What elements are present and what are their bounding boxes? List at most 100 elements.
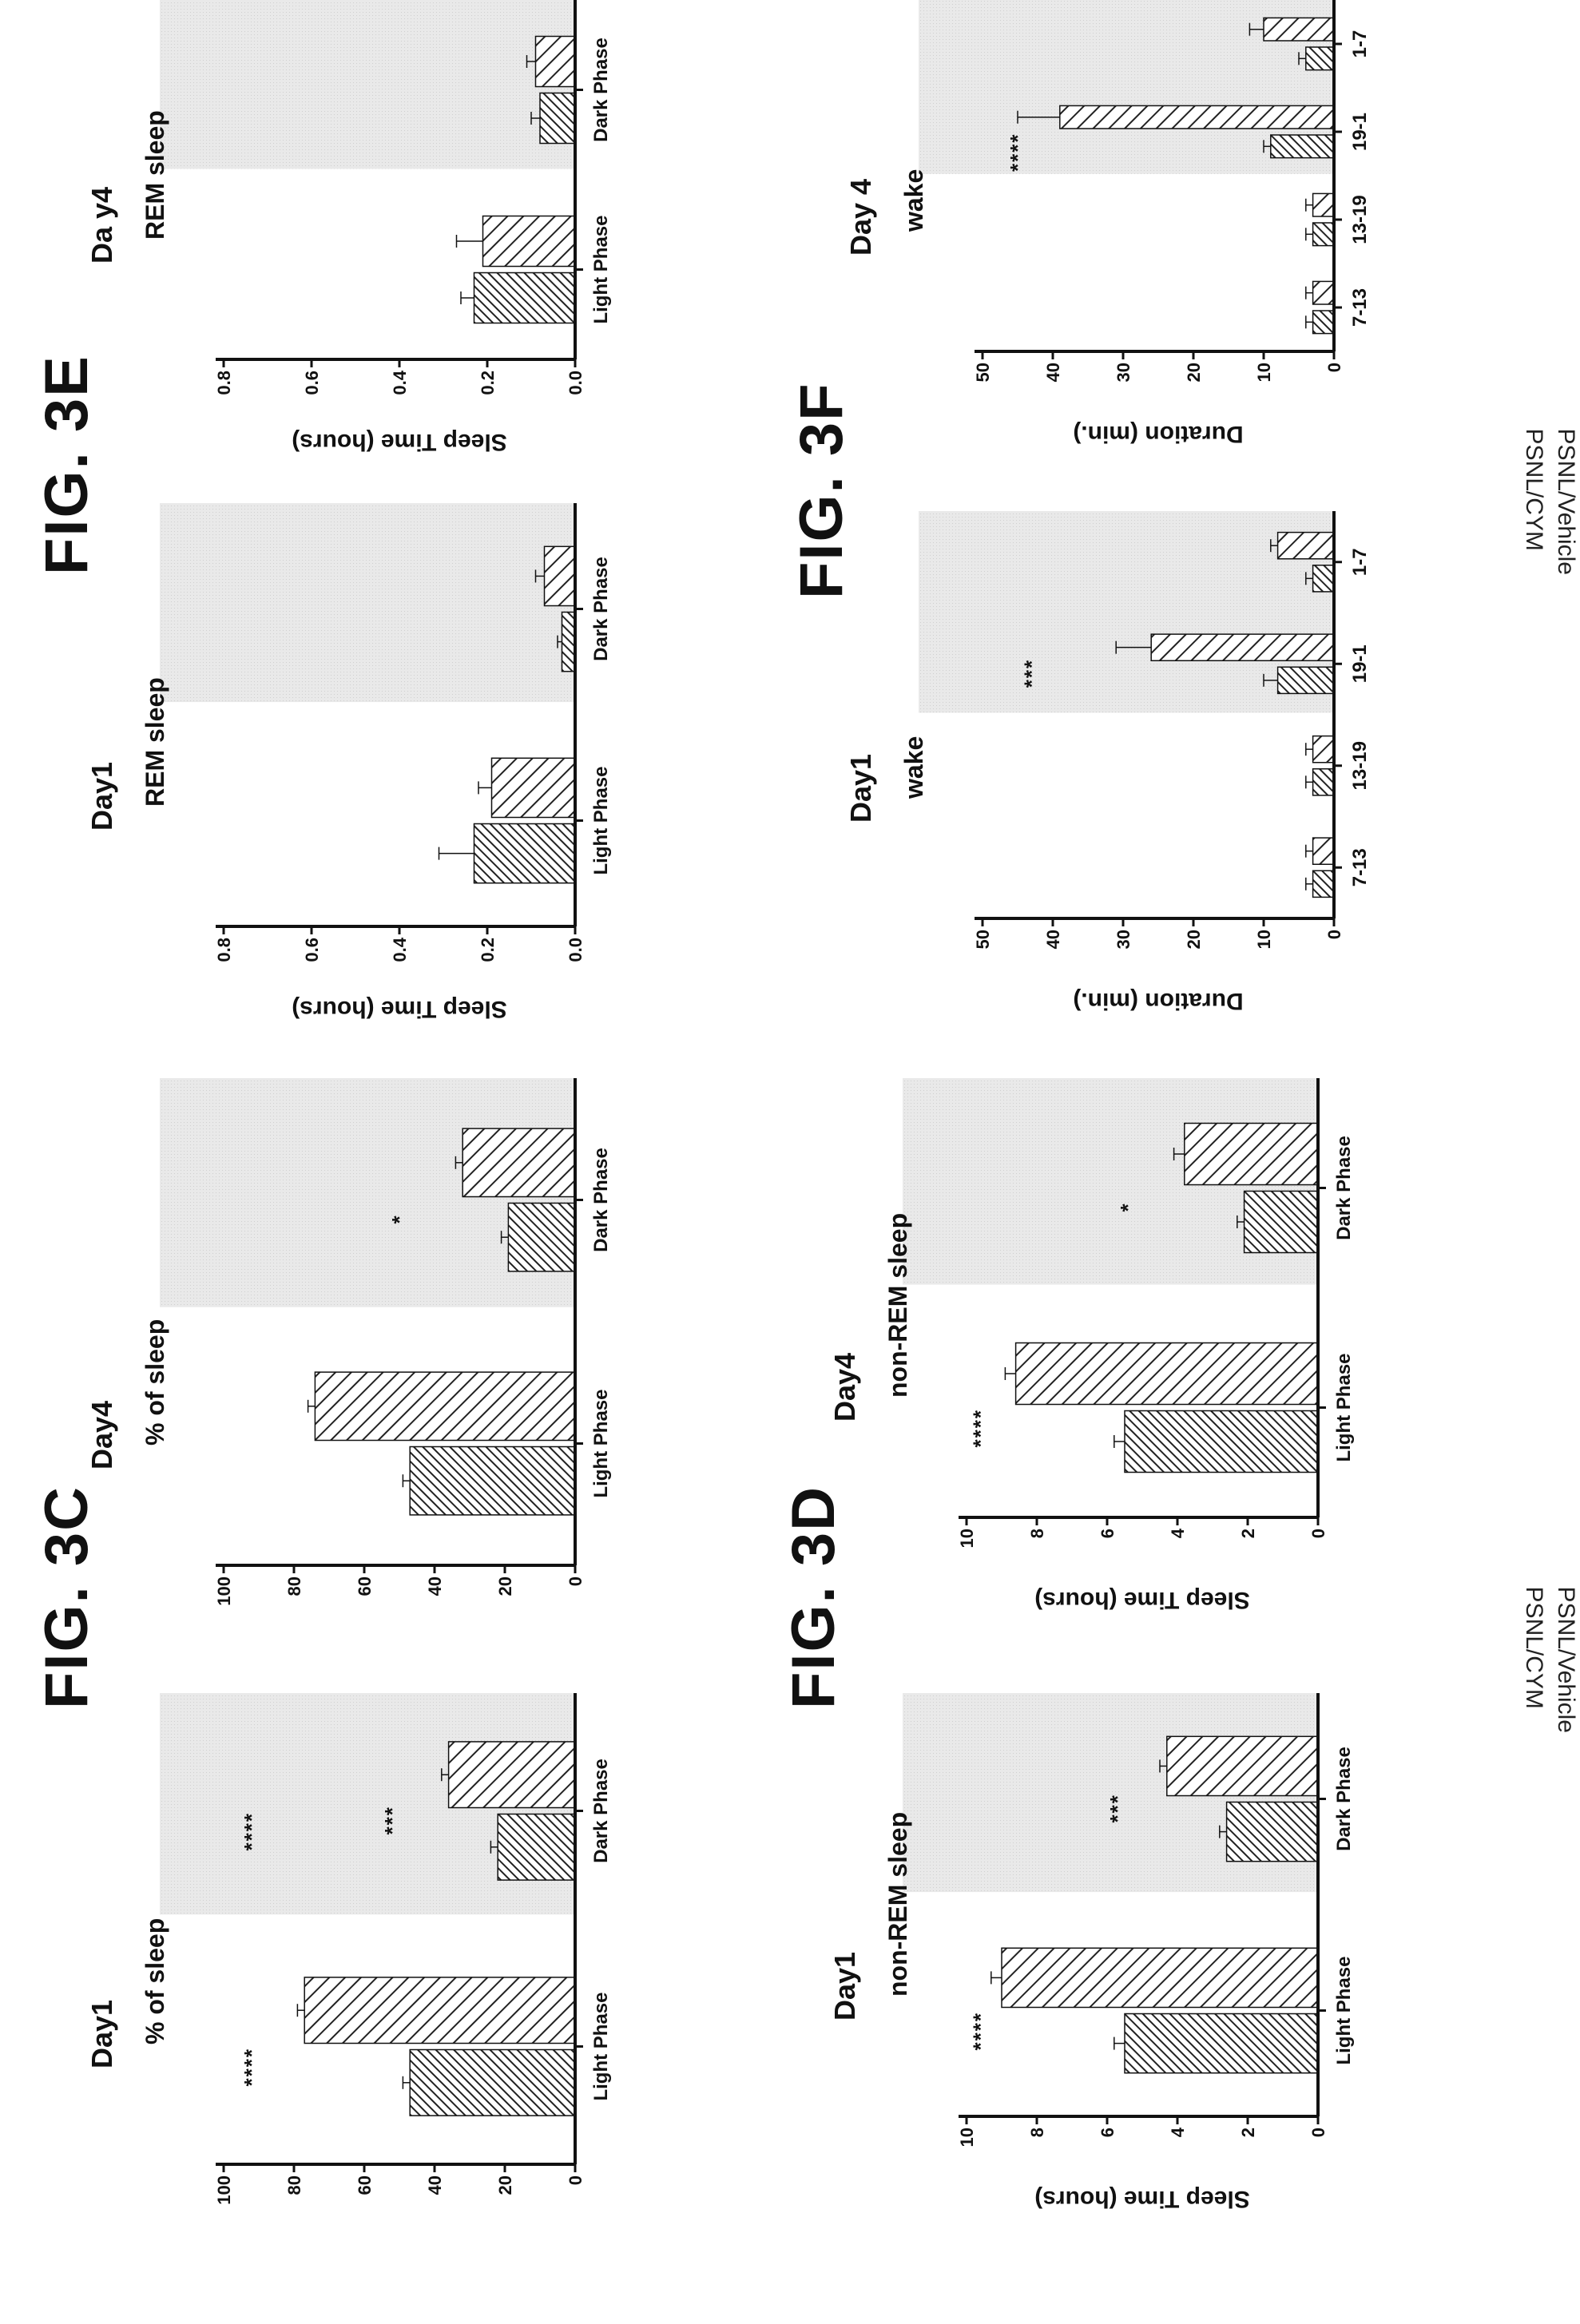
significance-marker: **** xyxy=(240,1812,264,1850)
y-tick-label: 10 xyxy=(1254,363,1274,382)
y-tick-label: 20 xyxy=(495,1576,515,1596)
chart-3f-day4: 0 10 20 30 40 50 7-13 13-19 19-1 1-7 Duration (min… xyxy=(844,0,1371,447)
x-tick-label: Dark Phase xyxy=(1333,1136,1355,1240)
y-axis-label: Duration (min.) xyxy=(1073,988,1243,1014)
x-tick-label: Light Phase xyxy=(590,1389,612,1497)
y-tick-label: 40 xyxy=(425,2175,445,2195)
y-tick-label: 8 xyxy=(1027,1529,1047,1538)
y-tick-label: 20 xyxy=(1184,930,1204,949)
chart-title: Day1 xyxy=(85,762,118,831)
y-axis-label: Sleep Time (hours) xyxy=(292,429,507,455)
x-tick-label: Dark Phase xyxy=(590,1148,612,1252)
bar-vehicle xyxy=(1305,46,1335,71)
x-tick-label: 13-19 xyxy=(1349,741,1371,790)
bar-cym xyxy=(1150,633,1335,661)
y-tick-label: 0.2 xyxy=(478,938,498,962)
bar-vehicle xyxy=(1243,1190,1319,1254)
significance-marker: *** xyxy=(1106,1794,1129,1822)
y-tick-label: 0.0 xyxy=(566,371,586,395)
y-tick-label: 6 xyxy=(1098,1529,1118,1538)
y-tick-label: 0 xyxy=(566,2175,586,2185)
bar-cym xyxy=(314,1371,576,1442)
bar-vehicle xyxy=(497,1813,576,1881)
legend-entry-vehicle: PSNL/Vehicle xyxy=(1553,1586,1579,1733)
bar-vehicle xyxy=(1124,2013,1319,2074)
significance-marker: **** xyxy=(968,2012,992,2050)
chart-title: Day1 xyxy=(85,2000,118,2068)
chart-subtitle: REM sleep xyxy=(141,110,169,240)
bar-cym xyxy=(543,545,576,607)
x-tick-label: 1-7 xyxy=(1349,30,1371,58)
bar-vehicle xyxy=(561,611,576,672)
y-tick-label: 0.4 xyxy=(390,937,410,962)
significance-marker: * xyxy=(387,1214,411,1223)
chart-3d-day4: 0 2 4 6 8 10 Light Phase Dark Phase Sleep Time (… xyxy=(828,1078,1355,1613)
significance-marker: **** xyxy=(968,1409,992,1447)
y-tick-label: 0.6 xyxy=(302,371,322,395)
bar-cym xyxy=(1312,192,1335,217)
bar-cym xyxy=(482,215,576,268)
chart-3f-day1: 0 10 20 30 40 50 7-13 13-19 19-1 1-7 Duration (min… xyxy=(844,511,1371,1014)
chart-3e-day4: 0.0 0.2 0.4 0.6 0.8 Light Phase Dark Phase Slee… xyxy=(85,0,612,455)
y-tick-label: 40 xyxy=(425,1576,445,1596)
bar-vehicle xyxy=(1124,1410,1319,1473)
legend-3c-3d: PSNL/Vehicle PSNL/CYM xyxy=(1518,1587,1580,1733)
y-tick-label: 60 xyxy=(355,2175,375,2195)
bar-cym xyxy=(447,1741,576,1809)
y-tick-label: 60 xyxy=(355,1576,375,1596)
y-tick-label: 8 xyxy=(1027,2128,1047,2137)
chart-title: Day1 xyxy=(828,1952,861,2021)
chart-title: Day 4 xyxy=(844,179,877,256)
bar-vehicle xyxy=(1312,222,1335,247)
dark-phase-shading xyxy=(919,511,1334,713)
x-tick-label: Light Phase xyxy=(590,766,612,874)
x-tick-label: 7-13 xyxy=(1349,848,1371,886)
y-tick-label: 0 xyxy=(1324,930,1344,939)
bar-vehicle xyxy=(473,272,576,324)
chart-subtitle: REM sleep xyxy=(141,677,169,807)
y-tick-label: 0 xyxy=(1308,2128,1328,2137)
y-tick-label: 30 xyxy=(1114,363,1133,382)
dark-phase-shading xyxy=(919,0,1334,174)
bar-vehicle xyxy=(1312,767,1335,796)
y-tick-label: 80 xyxy=(284,1576,304,1596)
y-tick-label: 0 xyxy=(1324,363,1344,372)
y-tick-label: 0.0 xyxy=(566,938,586,962)
y-tick-label: 0.8 xyxy=(214,938,234,962)
x-tick-label: 7-13 xyxy=(1349,288,1371,327)
y-tick-label: 30 xyxy=(1114,930,1133,949)
legend-entry-vehicle: PSNL/Vehicle xyxy=(1553,428,1579,575)
chart-3d-day1: 0 2 4 6 8 10 Light Phase Dark Phase Sleep Time (… xyxy=(828,1693,1355,2212)
legend-entry-cym: PSNL/CYM xyxy=(1521,428,1547,551)
y-axis-label: Duration (min.) xyxy=(1073,421,1243,447)
bar-vehicle xyxy=(1312,565,1335,593)
x-tick-label: Dark Phase xyxy=(590,1759,612,1863)
bar-cym xyxy=(1014,1342,1319,1406)
significance-marker: **** xyxy=(240,2048,264,2086)
y-tick-label: 0.6 xyxy=(302,938,322,962)
y-tick-label: 6 xyxy=(1098,2128,1118,2137)
y-tick-label: 0.8 xyxy=(214,371,234,395)
y-tick-label: 10 xyxy=(1254,930,1274,949)
chart-3e-day1: 0.0 0.2 0.4 0.6 0.8 Light Phase Dark Phase Slee… xyxy=(85,503,612,1022)
bar-vehicle xyxy=(1312,870,1335,898)
bar-vehicle xyxy=(539,92,576,145)
chart-subtitle: non-REM sleep xyxy=(883,1812,912,1997)
x-tick-label: Light Phase xyxy=(590,1992,612,2100)
y-tick-label: 40 xyxy=(1043,363,1063,382)
y-tick-label: 0.2 xyxy=(478,371,498,395)
bar-cym xyxy=(1312,837,1335,865)
y-tick-label: 2 xyxy=(1238,1529,1258,1538)
bar-cym xyxy=(1001,1947,1319,2009)
bar-vehicle xyxy=(1225,1801,1319,1862)
chart-title: Day4 xyxy=(85,1401,118,1469)
x-tick-label: Dark Phase xyxy=(590,38,612,142)
bar-cym xyxy=(1059,105,1335,129)
chart-subtitle: wake xyxy=(899,169,928,232)
legend-3e-3f: PSNL/Vehicle PSNL/CYM xyxy=(1518,429,1580,575)
chart-title: Day1 xyxy=(844,754,877,823)
chart-subtitle: non-REM sleep xyxy=(883,1213,912,1398)
x-tick-label: Light Phase xyxy=(1333,1353,1355,1461)
